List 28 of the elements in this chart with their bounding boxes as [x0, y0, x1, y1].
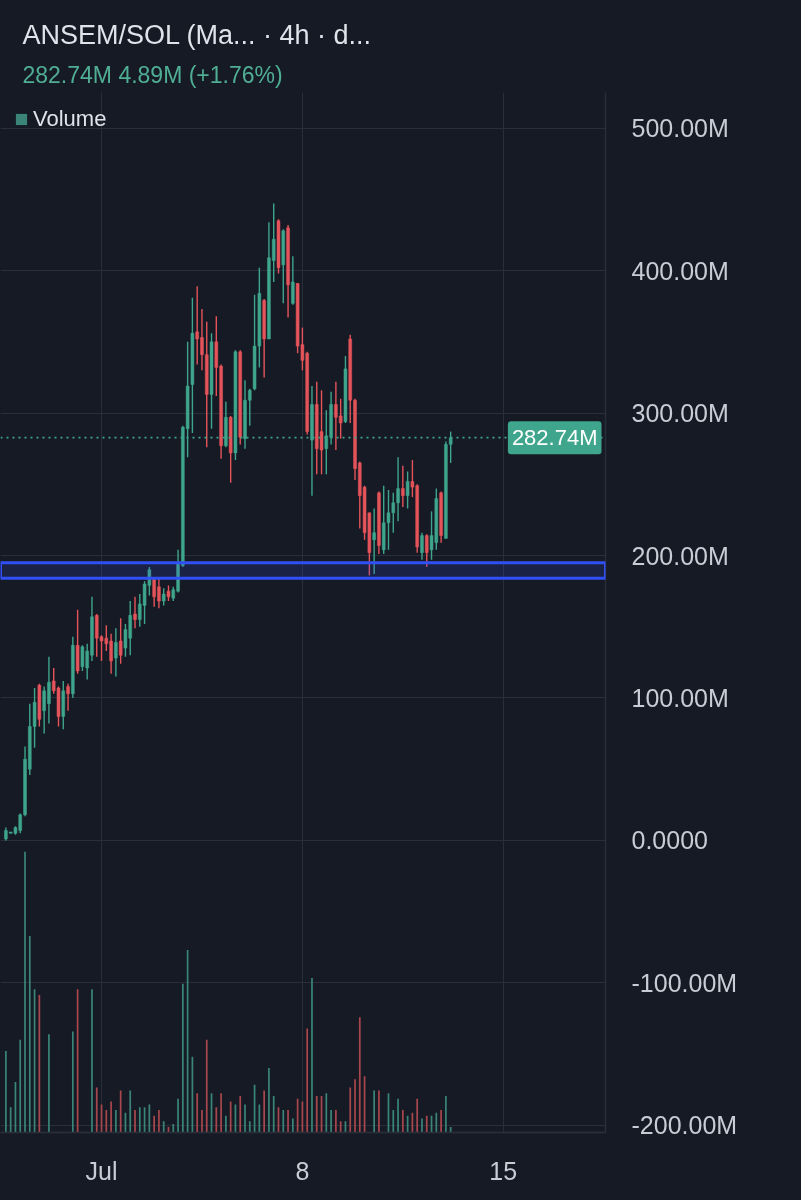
chart-title: ANSEM/SOL (Ma... · 4h · d... — [22, 19, 372, 50]
chart-subtitle: 282.74M 4.89M (+1.76%) — [22, 61, 283, 88]
candlestick — [66, 683, 70, 712]
candlestick — [319, 389, 324, 476]
y-tick-label: 500.00M — [631, 114, 729, 143]
y-tick-label: 300.00M — [631, 399, 729, 428]
y-tick-label: -100.00M — [631, 968, 738, 997]
candlestick — [425, 533, 429, 568]
candlestick — [386, 489, 391, 551]
candlestick — [372, 507, 376, 575]
candlestick — [405, 470, 410, 510]
legend-label: Volume — [33, 106, 107, 132]
y-tick-label: 400.00M — [631, 256, 729, 285]
candlestick — [118, 617, 123, 665]
x-tick-label: 15 — [489, 1156, 518, 1185]
y-tick-label: 200.00M — [631, 541, 729, 570]
candlestick — [114, 627, 118, 678]
candlestick — [420, 532, 424, 561]
y-tick-label: -200.00M — [631, 1111, 738, 1140]
y-tick-label: 0.0000 — [631, 826, 708, 855]
x-tick-label: 8 — [295, 1156, 310, 1185]
candlestick — [291, 255, 295, 306]
x-tick-label: Jul — [85, 1156, 118, 1185]
y-tick-label: 100.00M — [631, 683, 729, 712]
candlestick — [133, 596, 137, 629]
candlestick — [338, 398, 343, 440]
ref-line-label: 282.74M — [511, 425, 598, 451]
candlestick — [401, 465, 405, 508]
